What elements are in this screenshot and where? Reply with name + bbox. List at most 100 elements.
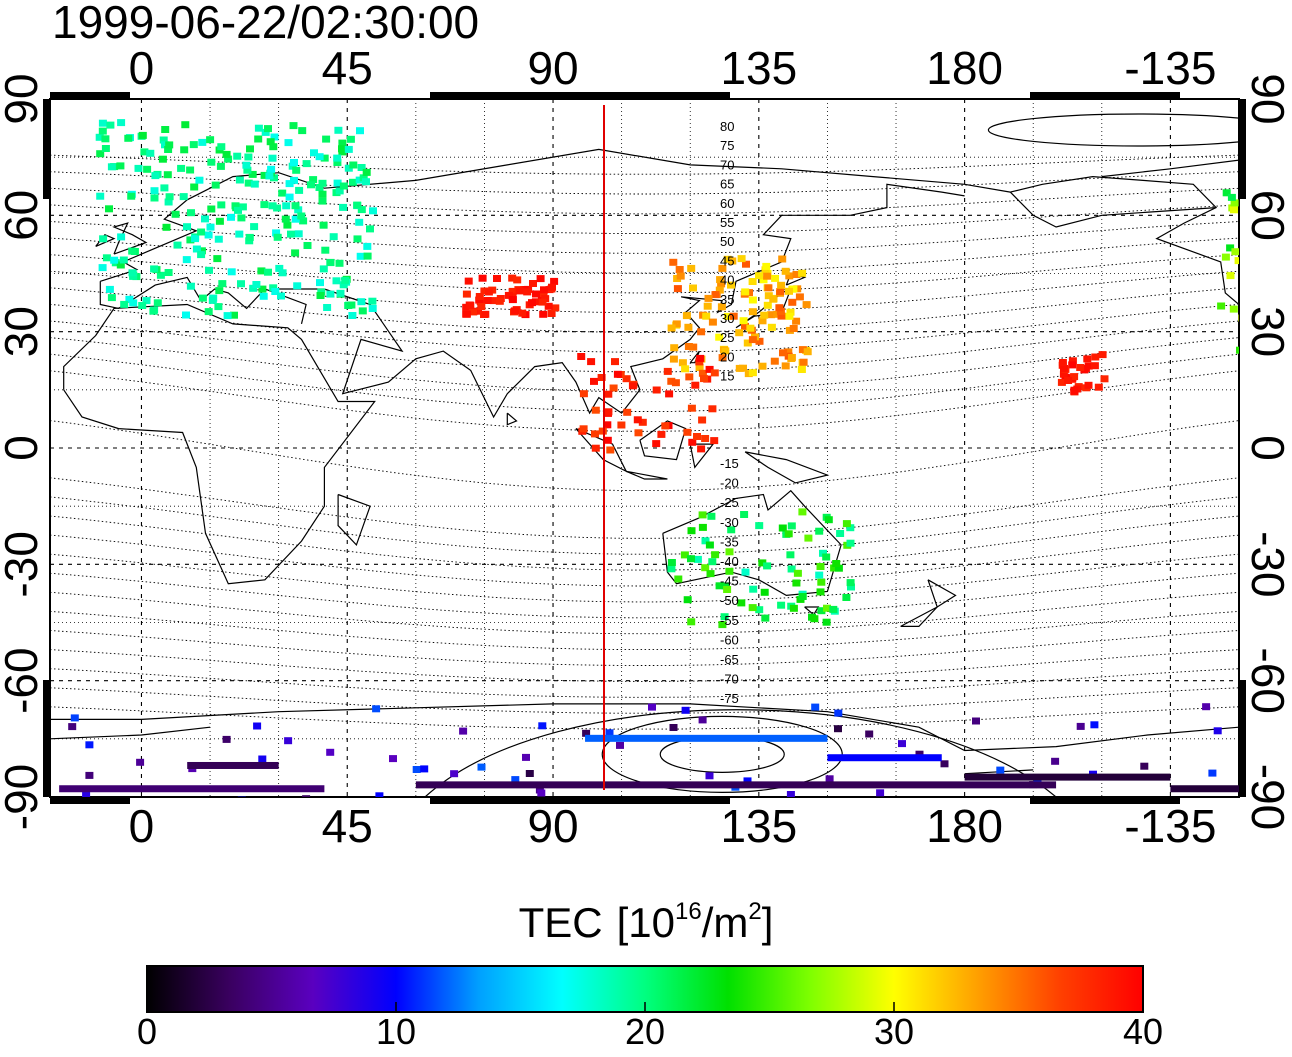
tec-sample <box>606 446 615 454</box>
contour-label: 55 <box>720 215 734 230</box>
lat-tick-label-right: 60 <box>1242 190 1292 241</box>
tec-sample <box>763 272 772 280</box>
tec-sample <box>830 564 839 572</box>
tec-sample <box>652 440 661 448</box>
tec-sample <box>781 362 790 370</box>
tec-sample <box>268 154 277 162</box>
tec-sample <box>1226 244 1235 252</box>
tec-sample <box>591 430 599 438</box>
tec-sample <box>120 300 129 308</box>
tec-sample <box>717 280 726 288</box>
tec-sample <box>171 210 180 218</box>
tec-sample <box>475 296 484 304</box>
tec-sample <box>270 133 279 141</box>
tec-sample <box>102 254 111 262</box>
tec-sample <box>701 537 710 545</box>
tec-sample <box>710 437 719 445</box>
tec-sample <box>672 320 681 328</box>
tec-sample <box>99 235 108 243</box>
tec-sample <box>1076 364 1085 371</box>
tec-sample <box>182 311 190 319</box>
tec-sample <box>1060 365 1068 372</box>
tec-sample <box>693 433 701 440</box>
tec-sample <box>335 259 344 267</box>
tec-sample <box>767 311 776 319</box>
tec-sample <box>508 296 517 304</box>
tec-sample <box>287 230 295 238</box>
tec-sample <box>339 203 348 211</box>
tec-sample <box>302 795 311 797</box>
tec-sample <box>781 267 790 275</box>
tec-sample <box>204 231 213 239</box>
tec-sample <box>164 269 173 276</box>
tec-sample <box>357 298 366 306</box>
contour-label: 30 <box>720 311 734 326</box>
tec-sample <box>250 180 259 188</box>
tec-sample <box>349 161 358 169</box>
tec-sample <box>836 530 845 537</box>
tec-sample <box>508 287 517 295</box>
tec-sample <box>335 187 344 195</box>
contour-line <box>50 477 1239 539</box>
tec-sample <box>763 301 772 309</box>
tec-sample <box>705 365 714 373</box>
tec-map: 80 75 70 65 60 55 50 45 40 35 30 25 20 15 -15 -20 -25 -30… <box>0 42 1292 852</box>
tec-sample <box>318 197 327 205</box>
tec-sample <box>522 753 530 761</box>
tec-sample <box>798 346 807 354</box>
contour-label: 80 <box>720 119 734 134</box>
tec-sample <box>59 785 325 793</box>
tec-sample <box>459 727 468 735</box>
tec-sample <box>105 205 113 213</box>
tec-sample <box>344 164 353 172</box>
tec-sample <box>689 343 698 351</box>
tec-sample <box>735 364 744 372</box>
tec-sample <box>706 570 715 578</box>
tec-sample <box>248 170 257 178</box>
tec-sample <box>758 559 767 567</box>
tec-sample <box>793 569 802 577</box>
tec-sample <box>1070 386 1079 394</box>
tec-sample <box>302 160 311 168</box>
tec-sample <box>798 593 807 600</box>
tec-sample <box>124 134 133 142</box>
tec-sample <box>539 291 548 299</box>
tec-sample <box>834 564 843 572</box>
tec-sample <box>250 223 259 231</box>
tec-sample <box>346 135 355 143</box>
tec-sample <box>759 276 768 284</box>
tec-sample <box>597 374 606 381</box>
tec-sample <box>1271 287 1279 294</box>
tec-sample <box>758 317 767 325</box>
tec-sample <box>755 272 763 280</box>
tec-sample <box>261 128 270 136</box>
tec-sample <box>786 308 795 316</box>
tec-sample <box>216 162 225 170</box>
tec-sample <box>823 604 831 612</box>
tec-sample <box>540 286 548 294</box>
tec-sample <box>1262 242 1270 249</box>
tec-sample <box>688 438 697 446</box>
axis-tick-labels: 0 45 90 135 180 -135 -90 -45 0 45 90 135 180 -135 -90 -… <box>0 42 1292 852</box>
tec-sample <box>667 565 676 573</box>
tec-sample <box>715 582 724 590</box>
tec-sample <box>737 599 746 607</box>
tec-sample <box>284 139 293 147</box>
lat-tick-label-left: 0 <box>0 435 47 461</box>
tec-sample <box>204 308 213 316</box>
tec-sample <box>315 153 324 161</box>
lat-tick-label-left: 30 <box>0 306 47 357</box>
tec-sample <box>811 703 820 711</box>
tec-sample <box>544 302 553 310</box>
colorbar-tick-label: 40 <box>1122 1011 1164 1052</box>
lat-tick-label-left: -60 <box>0 647 47 713</box>
tec-sample <box>98 264 107 272</box>
tec-sample <box>333 179 342 187</box>
tec-sample <box>266 138 275 146</box>
tec-sample <box>107 294 116 302</box>
tec-sample <box>832 560 841 567</box>
contour-label: -75 <box>720 691 739 706</box>
contour-line <box>50 320 1239 373</box>
tec-sample <box>344 145 353 153</box>
tec-sample <box>777 312 786 320</box>
